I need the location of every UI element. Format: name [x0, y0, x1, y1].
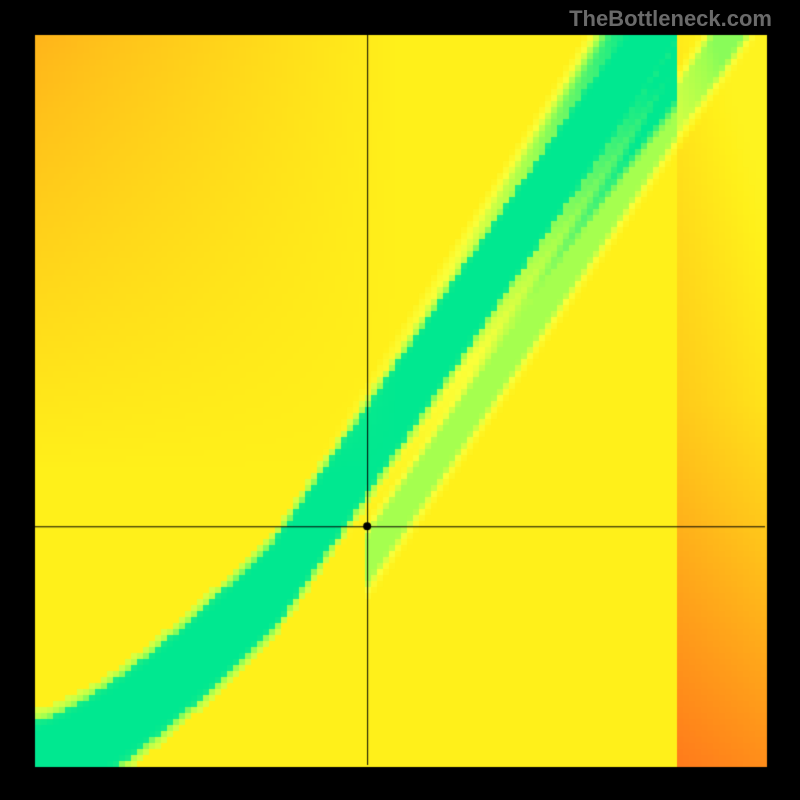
heatmap-canvas	[0, 0, 800, 800]
chart-container: TheBottleneck.com	[0, 0, 800, 800]
watermark-text: TheBottleneck.com	[569, 6, 772, 32]
